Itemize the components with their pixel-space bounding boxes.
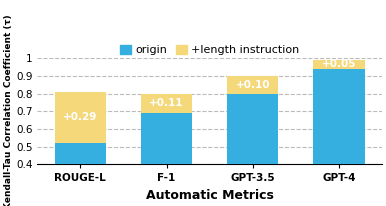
Bar <box>141 113 192 164</box>
Text: +0.29: +0.29 <box>63 112 98 122</box>
Bar <box>313 60 365 69</box>
Bar <box>227 94 278 164</box>
Bar <box>227 76 278 94</box>
Y-axis label: Kendall-Tau Correlation Coefficient (τ): Kendall-Tau Correlation Coefficient (τ) <box>4 14 13 206</box>
Bar <box>141 94 192 113</box>
Text: +0.05: +0.05 <box>322 59 356 69</box>
Bar <box>54 92 106 143</box>
Text: +0.10: +0.10 <box>235 80 270 90</box>
Bar <box>313 69 365 164</box>
X-axis label: Automatic Metrics: Automatic Metrics <box>146 189 274 202</box>
Text: +0.11: +0.11 <box>149 98 184 108</box>
Legend: origin, +length instruction: origin, +length instruction <box>115 40 304 60</box>
Bar <box>54 143 106 164</box>
